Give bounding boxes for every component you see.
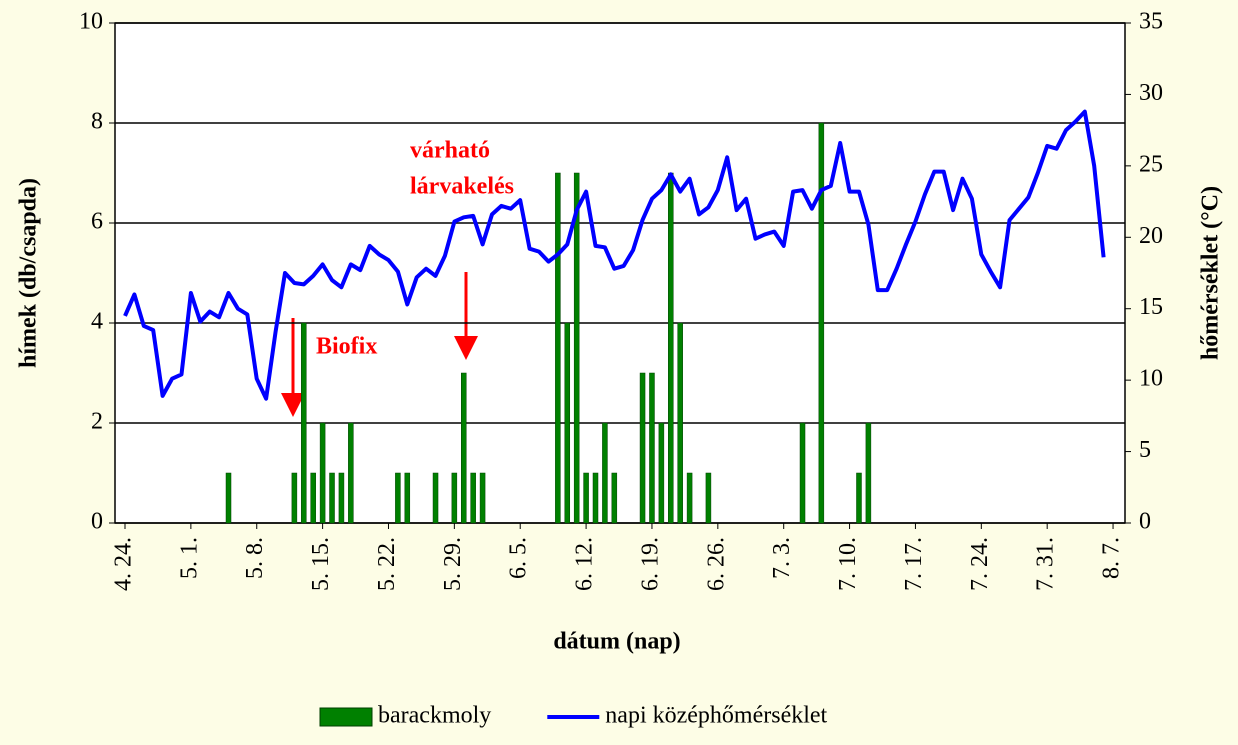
- line: [123, 109, 1106, 401]
- y2-tick-label: 10: [1139, 366, 1163, 392]
- y-tick-label: 6: [91, 209, 103, 235]
- y-tick-label: 4: [91, 309, 103, 335]
- y2-tick-label: 20: [1139, 223, 1163, 249]
- bar: [329, 472, 335, 524]
- bar: [686, 472, 693, 524]
- bar: [470, 472, 476, 524]
- x-axis-label: dátum (nap): [553, 629, 680, 655]
- bar: [564, 322, 571, 524]
- bar: [856, 472, 862, 524]
- x-tick-label: 5. 15.: [308, 537, 334, 591]
- legend-label: barackmoly: [378, 703, 491, 729]
- bar: [404, 472, 411, 524]
- bar: [225, 472, 232, 524]
- x-tick-label: 6. 12.: [572, 537, 598, 591]
- x-tick-label: 6. 26.: [703, 537, 729, 591]
- bar: [649, 372, 655, 524]
- legend-label: napi középhőmérséklet: [605, 703, 827, 729]
- y2-tick-label: 5: [1139, 437, 1151, 463]
- x-tick-label: 7. 17.: [901, 537, 927, 591]
- x-tick-label: 7. 31.: [1033, 537, 1059, 591]
- bar: [611, 472, 618, 524]
- y-axis-label: hímek (db/csapda): [16, 178, 42, 368]
- y-tick-label: 2: [91, 409, 103, 435]
- bar: [677, 322, 683, 524]
- x-tick-label: 8. 7.: [1099, 537, 1125, 579]
- bar: [865, 422, 872, 524]
- x-tick-label: 4. 24.: [111, 537, 137, 591]
- bar: [395, 472, 401, 524]
- x-tick-label: 6. 19.: [637, 537, 663, 591]
- annotation: lárvakelés: [410, 174, 514, 200]
- bar: [319, 422, 326, 524]
- bar: [338, 472, 345, 524]
- bar: [705, 472, 712, 524]
- y-tick-label: 0: [91, 509, 103, 535]
- y2-axis-label: hőmérséklet (°C): [1198, 186, 1224, 360]
- y2-tick-label: 0: [1139, 509, 1151, 535]
- bar: [555, 172, 561, 524]
- x-tick-label: 7. 10.: [835, 537, 861, 591]
- bar: [602, 422, 608, 524]
- y2-tick-label: 35: [1139, 9, 1163, 35]
- plot-area: [114, 22, 1126, 524]
- y2-tick-label: 30: [1139, 80, 1163, 106]
- bar: [310, 472, 316, 524]
- bar: [583, 472, 589, 524]
- bar: [818, 122, 825, 524]
- x-tick-label: 7. 24.: [967, 537, 993, 591]
- x-tick-label: 7. 3.: [769, 537, 795, 579]
- bar: [479, 472, 486, 524]
- marks: [115, 22, 1125, 524]
- bar: [668, 172, 674, 524]
- legend-swatch: [319, 707, 373, 727]
- annotation: Biofix: [316, 334, 377, 360]
- bar: [658, 422, 665, 524]
- bar: [573, 172, 580, 524]
- y-tick-label: 10: [79, 9, 103, 35]
- bar: [592, 472, 599, 524]
- x-tick-label: 5. 22.: [374, 537, 400, 591]
- bar: [451, 472, 458, 524]
- x-tick-label: 5. 8.: [242, 537, 268, 579]
- x-tick-label: 5. 29.: [440, 537, 466, 591]
- bar: [301, 322, 307, 524]
- x-tick-label: 6. 5.: [506, 537, 532, 579]
- bar: [432, 472, 439, 524]
- bar: [348, 422, 354, 524]
- bar: [799, 422, 806, 524]
- bar: [291, 472, 298, 524]
- y-tick-label: 8: [91, 109, 103, 135]
- annotation: várható: [410, 138, 490, 164]
- x-tick-label: 5. 1.: [176, 537, 202, 579]
- y2-tick-label: 25: [1139, 151, 1163, 177]
- bar: [461, 372, 467, 524]
- bar: [639, 372, 646, 524]
- y2-tick-label: 15: [1139, 294, 1163, 320]
